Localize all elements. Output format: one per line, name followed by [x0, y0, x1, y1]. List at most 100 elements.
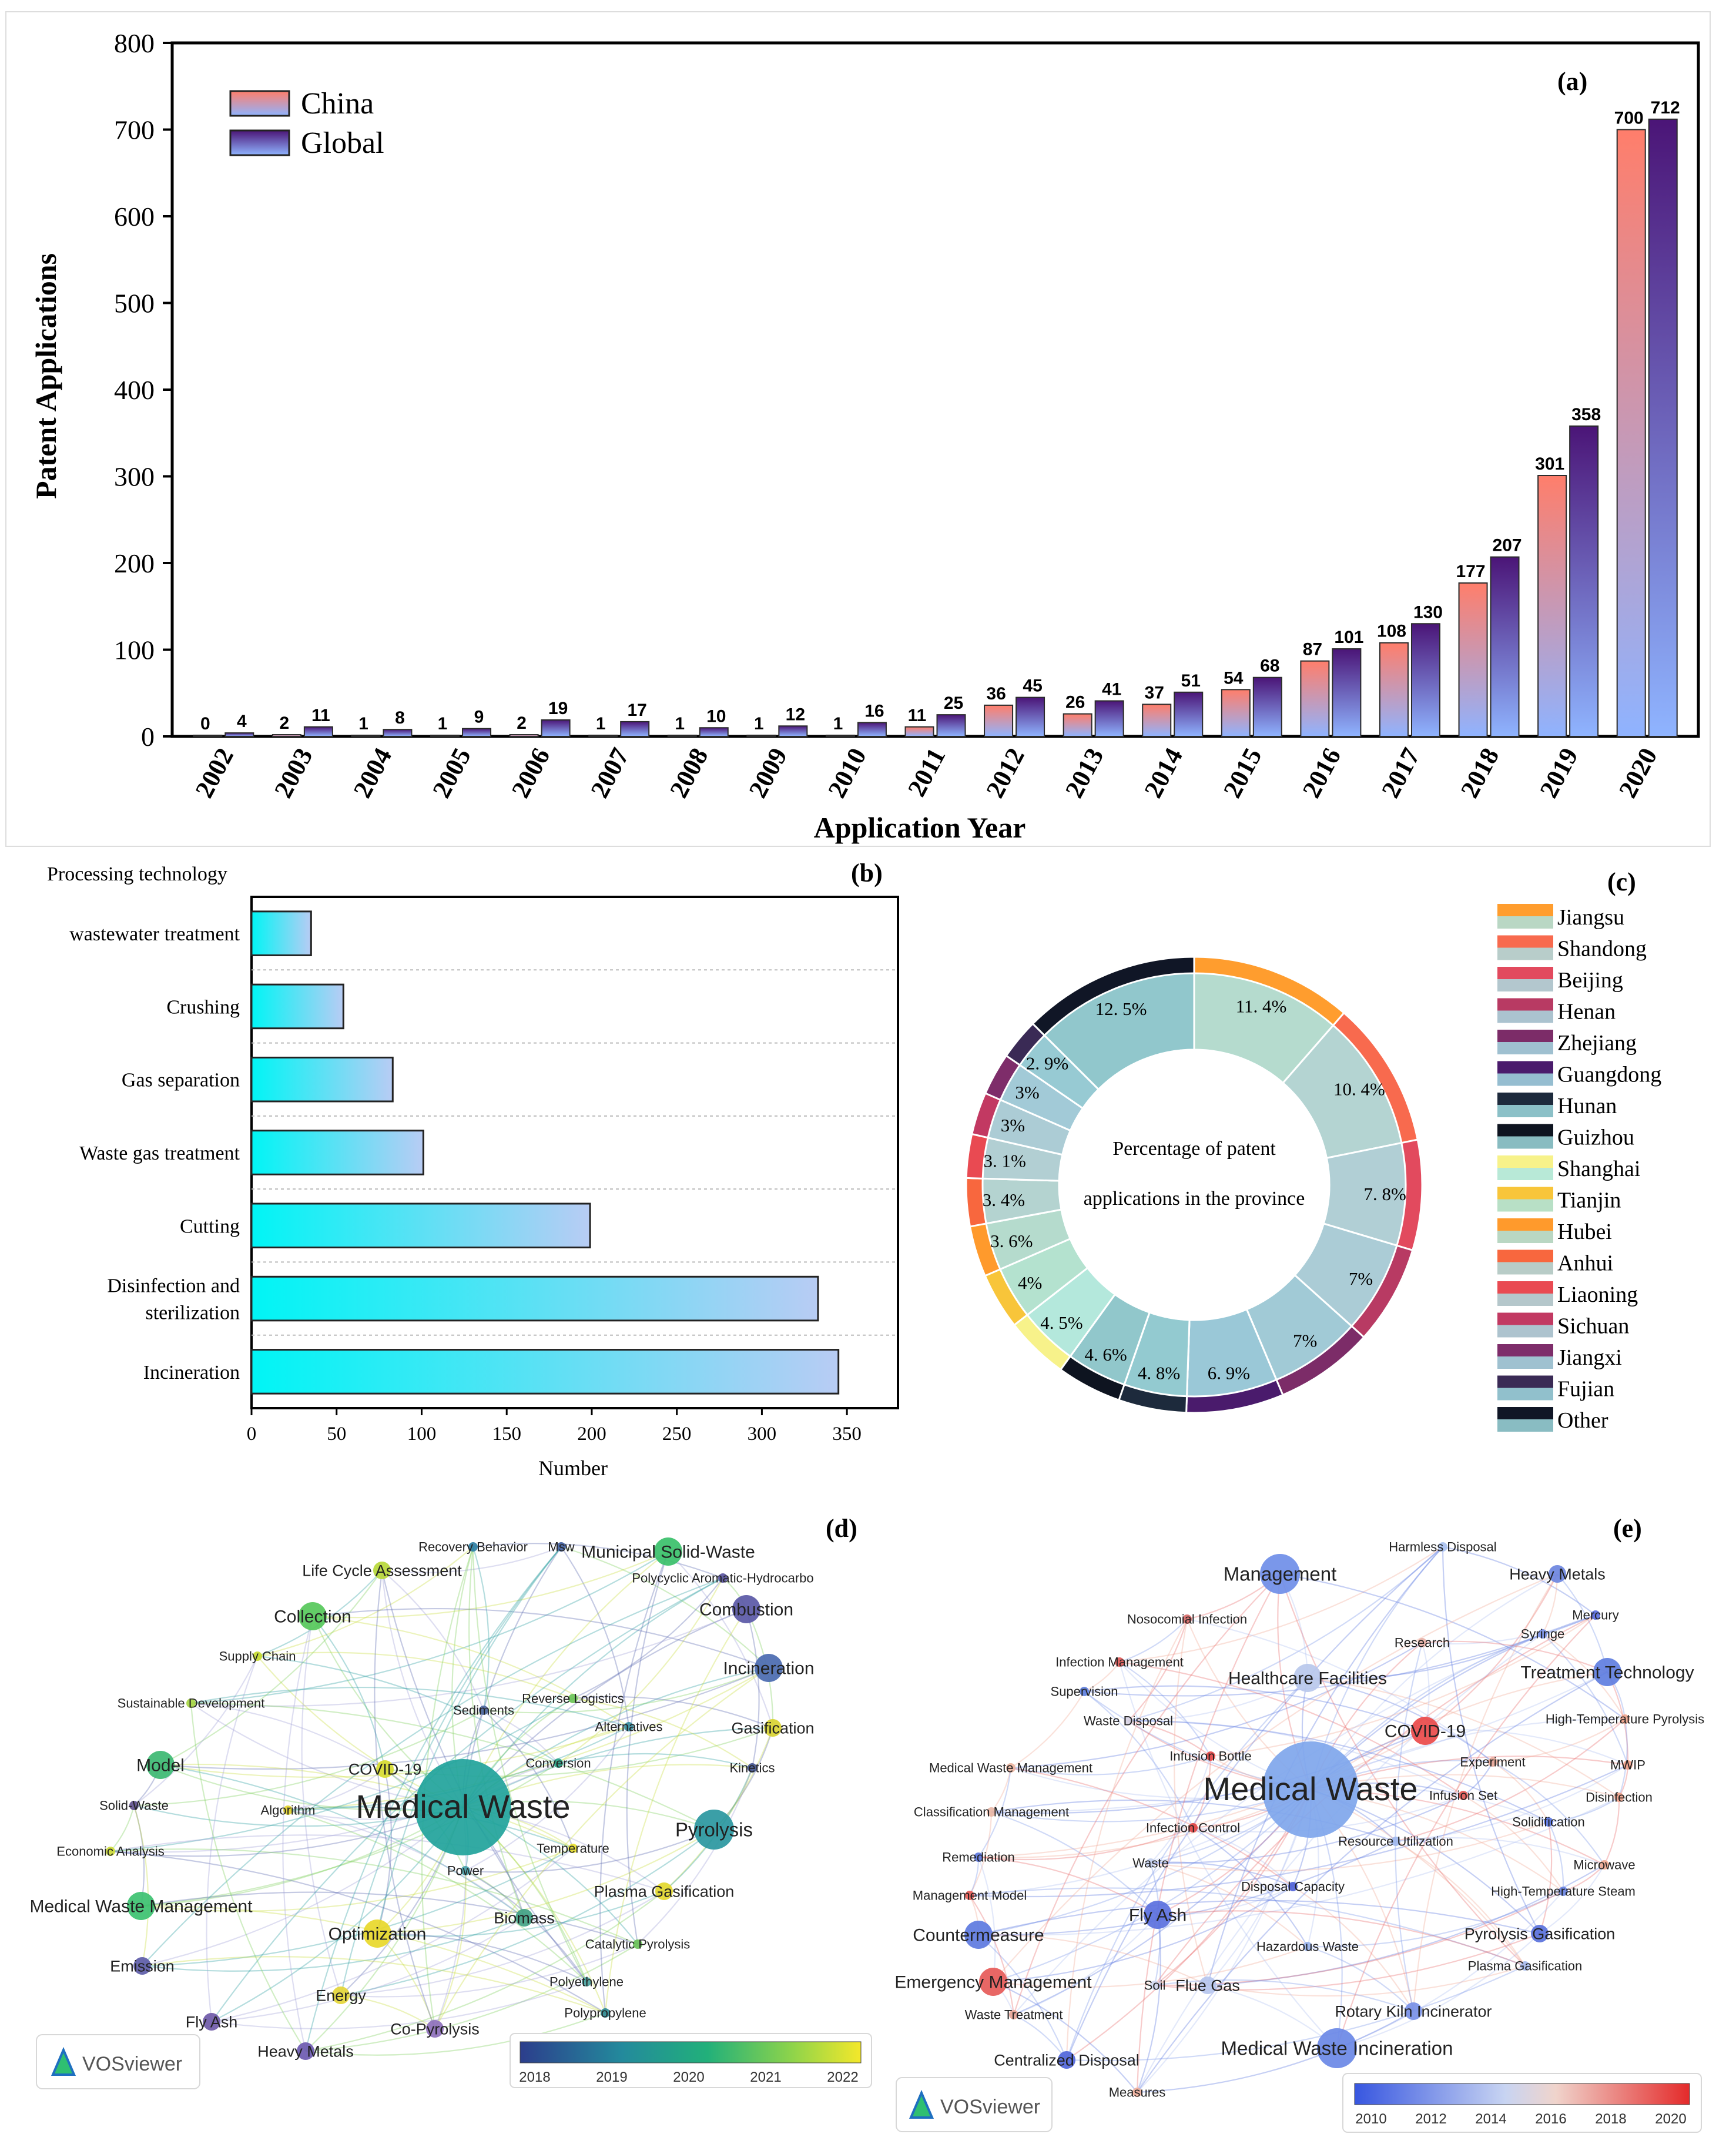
- legend-label-zhejiang: Zhejiang: [1557, 1031, 1637, 1056]
- network-link: [312, 1550, 669, 1619]
- data-label-china-2016: 87: [1303, 640, 1322, 659]
- network-link: [1013, 1573, 1281, 2015]
- network-link: [340, 1943, 638, 1998]
- bar-china-2013: [1063, 713, 1092, 738]
- data-label-global-2011: 25: [944, 694, 963, 713]
- panel-e-nodes: Medical Waste Harmless Disposal Management…: [894, 1540, 1704, 2100]
- network-link: [305, 2012, 606, 2056]
- panel-a-x-axis-title: Application Year: [814, 811, 1026, 844]
- network-link: [190, 1703, 306, 2052]
- network-link: [1307, 1677, 1493, 1763]
- legend-swatch-lower-shanghai: [1497, 1168, 1553, 1180]
- colorbar-tick-2018: 2018: [1595, 2111, 1626, 2127]
- network-node-heavy-metals: [297, 2042, 314, 2060]
- x-tick-label: 50: [327, 1423, 346, 1445]
- network-link: [1210, 1614, 1596, 1757]
- network-label-reverse-logistics: Reverse Logistics: [522, 1691, 624, 1706]
- network-label-emission: Emission: [110, 1957, 175, 1975]
- network-node-medical-waste: [1262, 1741, 1359, 1838]
- network-link: [1492, 1718, 1626, 1763]
- network-link: [305, 1944, 638, 2052]
- bar-china-2010: [825, 735, 855, 737]
- network-link: [978, 1797, 1620, 1936]
- network-node-optimization: [363, 1919, 391, 1948]
- network-label-centralized-disposal: Centralized Disposal: [994, 2051, 1140, 2069]
- network-node-centralized-disposal: [1058, 2051, 1075, 2069]
- donut-label-zhejiang: 7%: [1293, 1331, 1317, 1351]
- network-link: [1187, 1618, 1493, 1763]
- network-link: [1279, 1573, 1526, 1967]
- legend-label-shandong: Shandong: [1557, 937, 1647, 962]
- network-link: [434, 1870, 467, 2029]
- network-link: [1395, 1718, 1626, 1843]
- category-label-incineration: Incineration: [143, 1362, 240, 1383]
- network-node-emergency-management: [979, 1968, 1007, 1996]
- network-label-heavy-metals: Heavy Metals: [1509, 1565, 1606, 1583]
- network-node-sediments: [479, 1706, 488, 1715]
- donut-label-sichuan: 3%: [1001, 1115, 1025, 1135]
- network-link: [1157, 1886, 1293, 1916]
- network-link: [1279, 1573, 1626, 1720]
- network-link: [1010, 1642, 1423, 1769]
- data-label-global-2006: 19: [548, 699, 568, 718]
- colorbar-tick-2021: 2021: [750, 2069, 781, 2085]
- network-link: [472, 1546, 490, 1711]
- bar-global-2003: [303, 726, 333, 738]
- network-label-solidification: Solidification: [1512, 1815, 1585, 1830]
- network-label-combustion: Combustion: [699, 1600, 793, 1620]
- network-link: [1412, 1573, 1558, 2012]
- data-label-global-2014: 51: [1181, 671, 1201, 691]
- donut-label-guizhou: 4. 6%: [1084, 1344, 1127, 1365]
- data-label-china-2015: 54: [1224, 668, 1244, 688]
- network-link: [142, 1917, 525, 1972]
- network-label-fly-ash: Fly Ash: [186, 2013, 238, 2031]
- bar-china-2015: [1221, 689, 1251, 737]
- network-label-medical-waste-incineration: Medical Waste Incineration: [1221, 2038, 1453, 2059]
- legend-swatch-china: [229, 90, 290, 117]
- network-label-recovery-behavior: Recovery Behavior: [418, 1540, 528, 1555]
- network-label-nosocomial-infection: Nosocomial Infection: [1127, 1612, 1247, 1627]
- bar-global-2014: [1174, 691, 1204, 738]
- donut-label-fujian: 2. 9%: [1026, 1053, 1068, 1073]
- network-link: [312, 1607, 769, 1669]
- network-link: [287, 1809, 525, 1918]
- legend-swatch-lower-jiangxi: [1497, 1356, 1553, 1369]
- network-link: [978, 1934, 1208, 1986]
- network-link: [1119, 1619, 1188, 1663]
- network-node-research: [1417, 1638, 1427, 1647]
- network-link: [282, 1616, 314, 2052]
- network-link: [1066, 1965, 1526, 2062]
- network-link: [1207, 1965, 1526, 1997]
- donut-center-line-2: applications in the province: [1084, 1188, 1305, 1210]
- bar-global-2017: [1410, 623, 1440, 737]
- network-link: [993, 1886, 1293, 1983]
- data-label-global-2016: 101: [1334, 628, 1363, 647]
- network-node-mercury: [1591, 1610, 1600, 1620]
- data-label-global-2018: 207: [1493, 536, 1522, 555]
- data-label-global-2007: 17: [627, 701, 646, 720]
- bar-china-2018: [1458, 582, 1488, 737]
- network-link: [301, 1616, 342, 1996]
- network-link: [572, 1697, 753, 1768]
- y-tick-label: 100: [114, 635, 155, 665]
- network-label-measures: Measures: [1109, 2085, 1166, 2100]
- legend-label-sichuan: Sichuan: [1557, 1314, 1629, 1339]
- network-label-medical-waste: Medical Waste: [1203, 1770, 1417, 1807]
- bar-global-2002: [224, 732, 254, 737]
- network-node-economic-analysis: [106, 1847, 115, 1856]
- network-link: [1604, 1797, 1620, 1865]
- bar-global-2016: [1332, 648, 1362, 738]
- network-label-sustainable-development: Sustainable Development: [118, 1696, 265, 1711]
- panel-c-legend: Jiangsu Shandong Beijing Henan Zhejiang Guang…: [1497, 904, 1661, 1433]
- bar-cutting: [250, 1202, 591, 1249]
- network-link: [257, 1546, 474, 1657]
- panel-c-province-donut-chart: (c) 11. 4% 10. 4% 7. 8% 7% 7% 6. 9% 4. 8% 4. 6%…: [965, 867, 1661, 1433]
- network-node-resource-utilization: [1391, 1837, 1400, 1846]
- bar-global-2008: [699, 727, 729, 737]
- network-link: [993, 1573, 1558, 1982]
- bar-china-2017: [1379, 642, 1409, 737]
- network-node-management-model: [965, 1891, 974, 1900]
- data-label-china-2005: 1: [438, 714, 448, 733]
- network-label-high-temperature-steam: High-Temperature Steam: [1491, 1884, 1636, 1899]
- network-node-mwip: [1623, 1760, 1633, 1770]
